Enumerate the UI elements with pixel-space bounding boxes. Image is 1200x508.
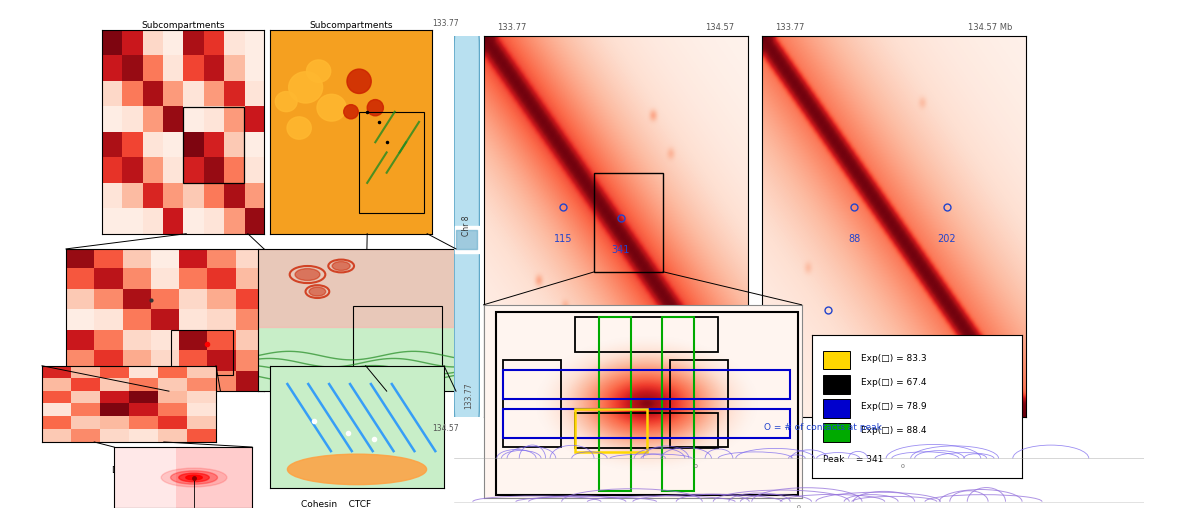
Bar [359,112,424,213]
Bar [176,447,252,508]
Text: 134.57: 134.57 [432,424,458,433]
Ellipse shape [306,60,331,82]
Bar [258,249,456,327]
Text: Exp(□) = 88.4: Exp(□) = 88.4 [860,426,926,435]
Text: Exp(□) = 83.3: Exp(□) = 83.3 [860,354,926,363]
Ellipse shape [317,94,346,121]
FancyBboxPatch shape [454,24,480,428]
Ellipse shape [275,91,298,112]
Text: Cohesin    CTCF: Cohesin CTCF [301,500,371,508]
Ellipse shape [343,105,359,119]
Text: 341: 341 [612,245,630,255]
Bar [504,360,560,447]
Ellipse shape [161,468,227,487]
Text: 134.57 Mb: 134.57 Mb [968,23,1013,32]
Text: 249: 249 [540,337,559,346]
Ellipse shape [170,471,217,484]
Text: 134.57: 134.57 [706,23,734,32]
Ellipse shape [179,473,209,482]
Text: 115: 115 [553,234,572,244]
Text: 202: 202 [937,234,956,244]
Text: 133.77: 133.77 [432,19,458,28]
Bar [504,408,790,437]
Text: Exp(□) = 78.9: Exp(□) = 78.9 [860,402,926,411]
Text: 0: 0 [900,464,904,469]
Bar [823,424,851,442]
Bar [114,447,176,508]
Bar [170,330,233,375]
Bar [353,306,442,377]
Text: Peak    = 341: Peak = 341 [823,455,883,463]
Ellipse shape [289,72,323,103]
Text: Ordinary
Domain: Ordinary Domain [337,411,377,430]
Text: 0: 0 [797,504,800,508]
Ellipse shape [287,117,311,139]
Text: Exp(□) = 67.4: Exp(□) = 67.4 [860,378,926,387]
Ellipse shape [288,454,427,485]
Text: 133.77: 133.77 [497,23,526,32]
Ellipse shape [367,100,384,116]
Text: O = # of contacts at peak: O = # of contacts at peak [764,423,882,432]
Bar [671,360,727,447]
Text: = 105: = 105 [502,402,526,411]
Bar [184,107,244,183]
Bar [823,399,851,418]
Bar [594,173,664,272]
Bar [599,317,631,491]
Bar [823,351,851,369]
Bar [504,370,790,399]
Text: 163: 163 [818,337,838,346]
Bar [575,414,718,448]
Text: 133.77: 133.77 [775,23,804,32]
Ellipse shape [310,287,325,296]
Text: Ordinary
Domain: Ordinary Domain [145,407,185,426]
Bar [575,408,647,452]
Ellipse shape [332,262,350,270]
Title: Subcompartments: Subcompartments [310,21,392,29]
Text: 133.77: 133.77 [464,383,473,409]
Ellipse shape [295,269,320,280]
Bar [575,317,718,352]
Title: Subcompartments: Subcompartments [142,21,224,29]
Text: Loop
Domain: Loop Domain [112,456,146,475]
Text: 0: 0 [694,464,697,469]
Ellipse shape [347,69,371,93]
Text: Chr 8: Chr 8 [462,216,472,236]
Text: 88: 88 [848,234,860,244]
Bar [662,317,695,491]
Bar [823,375,851,394]
Ellipse shape [186,475,203,480]
Text: = 83: = 83 [780,402,799,411]
